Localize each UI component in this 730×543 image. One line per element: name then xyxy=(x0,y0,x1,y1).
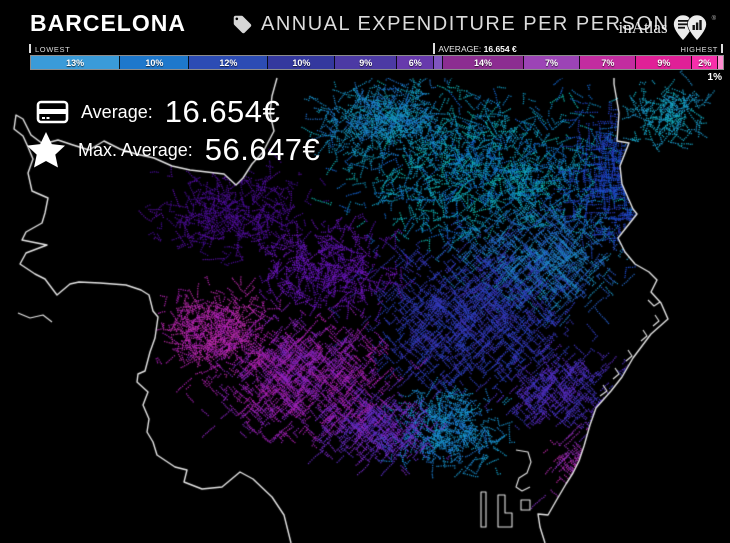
legend-segment-4[interactable]: 9% xyxy=(335,56,398,69)
legend-segment-1[interactable]: 10% xyxy=(120,56,190,69)
max-average-stat-label: Max. Average: xyxy=(78,139,193,160)
brand-name: inAtlas xyxy=(618,18,668,37)
legend-segment-7[interactable]: 14% xyxy=(443,56,524,69)
city-title: BARCELONA xyxy=(30,10,186,36)
legend-segment-5[interactable]: 6% xyxy=(397,56,435,69)
average-stat-label: Average: xyxy=(81,101,153,122)
legend-segment-2[interactable]: 12% xyxy=(189,56,269,69)
brand-logo[interactable]: inAtlas ® xyxy=(618,14,716,42)
legend-segment-3[interactable]: 10% xyxy=(268,56,336,69)
highest-tick xyxy=(721,44,723,53)
max-average-stat-value: 56.647€ xyxy=(204,132,321,167)
average-annotation: AVERAGE: 16.654 € xyxy=(438,44,517,54)
legend-segment-12[interactable] xyxy=(718,56,723,69)
map-pins-icon xyxy=(672,14,707,41)
legend-segment-11[interactable]: 2% xyxy=(692,56,719,69)
average-marker xyxy=(433,43,436,54)
average-stat-value: 16.654€ xyxy=(164,94,281,129)
highest-label: HIGHEST xyxy=(680,45,718,54)
lowest-tick xyxy=(29,44,31,53)
max-average-stat-row: Max. Average: 56.647€ xyxy=(26,131,320,169)
tag-icon xyxy=(233,15,252,34)
lowest-label: LOWEST xyxy=(35,45,71,54)
registered-mark: ® xyxy=(711,16,716,22)
legend-bar: 13% 10% 12% 10% 9% 6% 14% 7% 7% 9% 2% xyxy=(30,55,724,70)
credit-card-icon xyxy=(36,99,69,125)
legend-segment-0[interactable]: 13% xyxy=(31,56,121,69)
legend-segment-8[interactable]: 7% xyxy=(523,56,581,69)
page-title: ANNUAL EXPENDITURE PER PERSON xyxy=(261,13,670,35)
legend-segment-6[interactable] xyxy=(434,56,444,69)
page-title-group: ANNUAL EXPENDITURE PER PERSON xyxy=(232,13,669,36)
legend-segment-9[interactable]: 7% xyxy=(580,56,637,69)
legend-segment-10[interactable]: 9% xyxy=(636,56,693,69)
average-stat-row: Average: 16.654€ xyxy=(36,94,280,130)
one-percent-label: 1% xyxy=(707,72,722,83)
star-icon xyxy=(26,131,66,169)
